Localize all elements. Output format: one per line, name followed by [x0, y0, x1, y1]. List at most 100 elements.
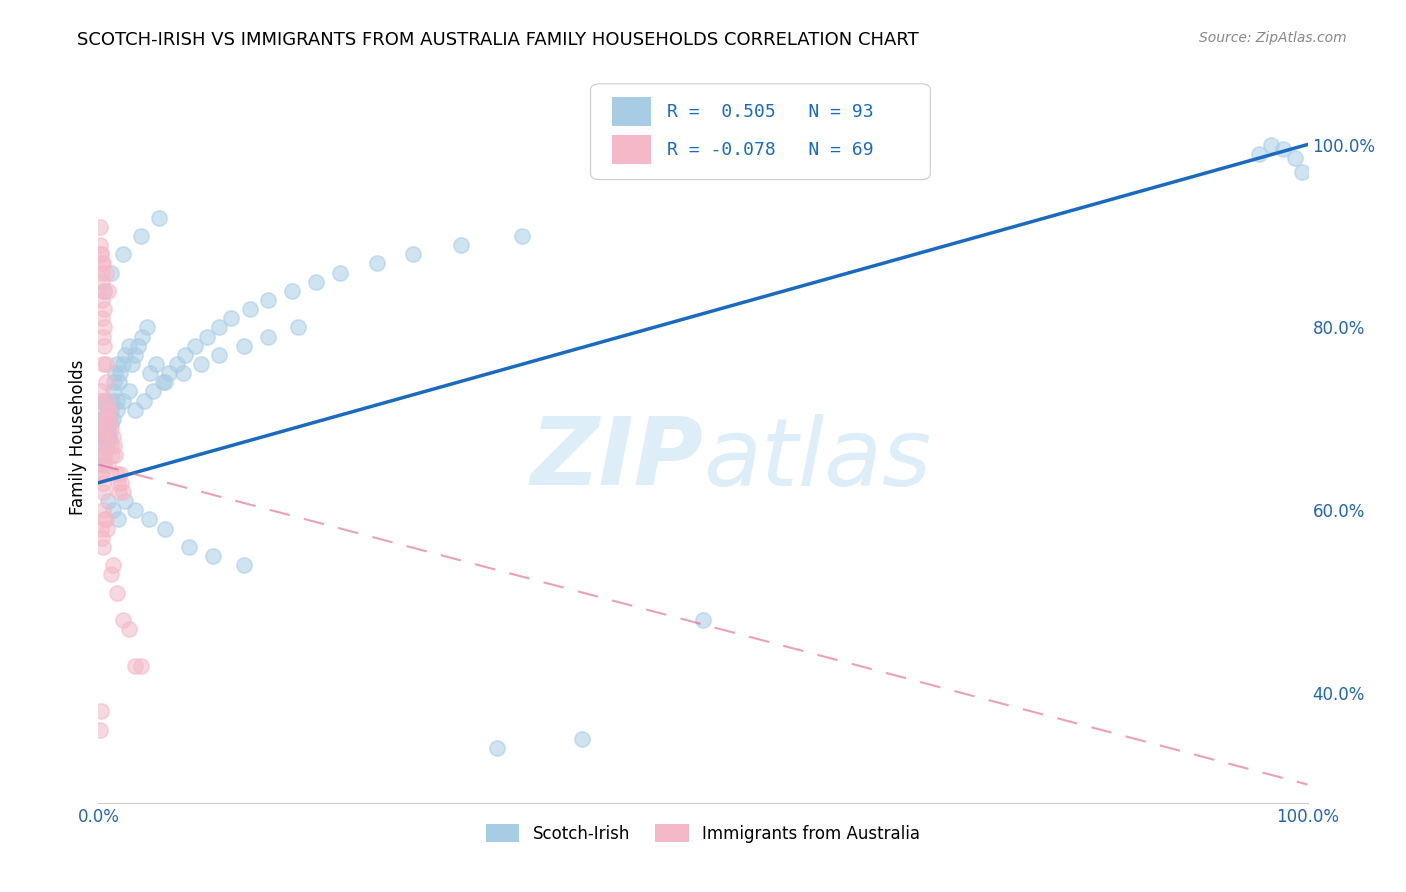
Point [94, 421, 117, 435]
Point [329, 266, 352, 280]
Point [89, 219, 111, 234]
Point [94, 512, 117, 526]
Text: ZIP: ZIP [530, 413, 703, 505]
Point [105, 357, 128, 371]
Point [90, 412, 112, 426]
Point [94, 357, 117, 371]
Point [100, 402, 122, 417]
Point [305, 275, 328, 289]
Bar [613, 135, 651, 164]
Point [153, 521, 176, 535]
Point [96, 393, 118, 408]
Point [118, 338, 141, 352]
Point [166, 357, 188, 371]
Point [90, 705, 112, 719]
Point [93, 448, 115, 462]
Point [232, 558, 254, 573]
Point [93, 284, 115, 298]
Point [208, 320, 231, 334]
Point [134, 393, 156, 408]
Point [91, 266, 114, 280]
Point [93, 439, 115, 453]
Point [111, 613, 134, 627]
Point [97, 421, 120, 435]
Point [100, 421, 122, 435]
Point [91, 357, 114, 371]
Point [111, 247, 134, 261]
Point [402, 247, 425, 261]
Point [114, 348, 136, 362]
Point [93, 284, 115, 298]
Point [184, 338, 207, 352]
Point [89, 421, 111, 435]
Point [366, 256, 388, 270]
Point [96, 439, 118, 453]
Point [90, 467, 112, 481]
Point [510, 228, 533, 243]
Point [91, 256, 114, 270]
Point [108, 376, 131, 390]
Y-axis label: Family Households: Family Households [69, 359, 87, 515]
Point [114, 494, 136, 508]
Point [124, 402, 146, 417]
Point [90, 412, 112, 426]
Point [100, 448, 122, 462]
Point [104, 366, 127, 380]
Point [129, 658, 152, 673]
Point [94, 376, 117, 390]
Point [93, 301, 115, 317]
Point [97, 402, 120, 417]
Point [124, 658, 146, 673]
Point [111, 485, 134, 500]
Point [91, 329, 114, 343]
Point [202, 549, 225, 563]
Point [91, 503, 114, 517]
Point [105, 402, 128, 417]
Point [108, 467, 131, 481]
Point [98, 430, 121, 444]
Point [91, 448, 114, 462]
Point [101, 430, 124, 444]
Point [1291, 165, 1313, 179]
Point [129, 228, 152, 243]
Point [1284, 151, 1306, 165]
Point [91, 430, 114, 444]
Point [93, 430, 115, 444]
Point [103, 439, 125, 453]
Bar [613, 97, 651, 127]
Point [208, 348, 231, 362]
Point [152, 376, 174, 390]
Point [94, 439, 117, 453]
Point [96, 412, 118, 426]
Point [101, 412, 124, 426]
Point [97, 494, 120, 508]
Point [142, 384, 165, 399]
Point [124, 348, 146, 362]
Point [91, 485, 114, 500]
Point [93, 512, 115, 526]
Point [91, 448, 114, 462]
Point [101, 384, 124, 399]
Point [111, 357, 134, 371]
Point [98, 402, 121, 417]
Point [91, 421, 114, 435]
Point [100, 417, 122, 431]
Text: Source: ZipAtlas.com: Source: ZipAtlas.com [1199, 31, 1347, 45]
Point [172, 366, 194, 380]
Point [96, 412, 118, 426]
Point [157, 366, 180, 380]
Point [124, 503, 146, 517]
Point [89, 430, 111, 444]
Point [1260, 137, 1282, 152]
Point [91, 430, 114, 444]
Text: R = -0.078   N = 69: R = -0.078 N = 69 [666, 141, 873, 159]
Point [91, 540, 114, 554]
Point [91, 412, 114, 426]
Point [90, 467, 112, 481]
Point [89, 238, 111, 252]
Point [96, 521, 118, 535]
Point [486, 740, 509, 755]
Point [94, 393, 117, 408]
Point [93, 320, 115, 334]
Point [110, 475, 132, 490]
